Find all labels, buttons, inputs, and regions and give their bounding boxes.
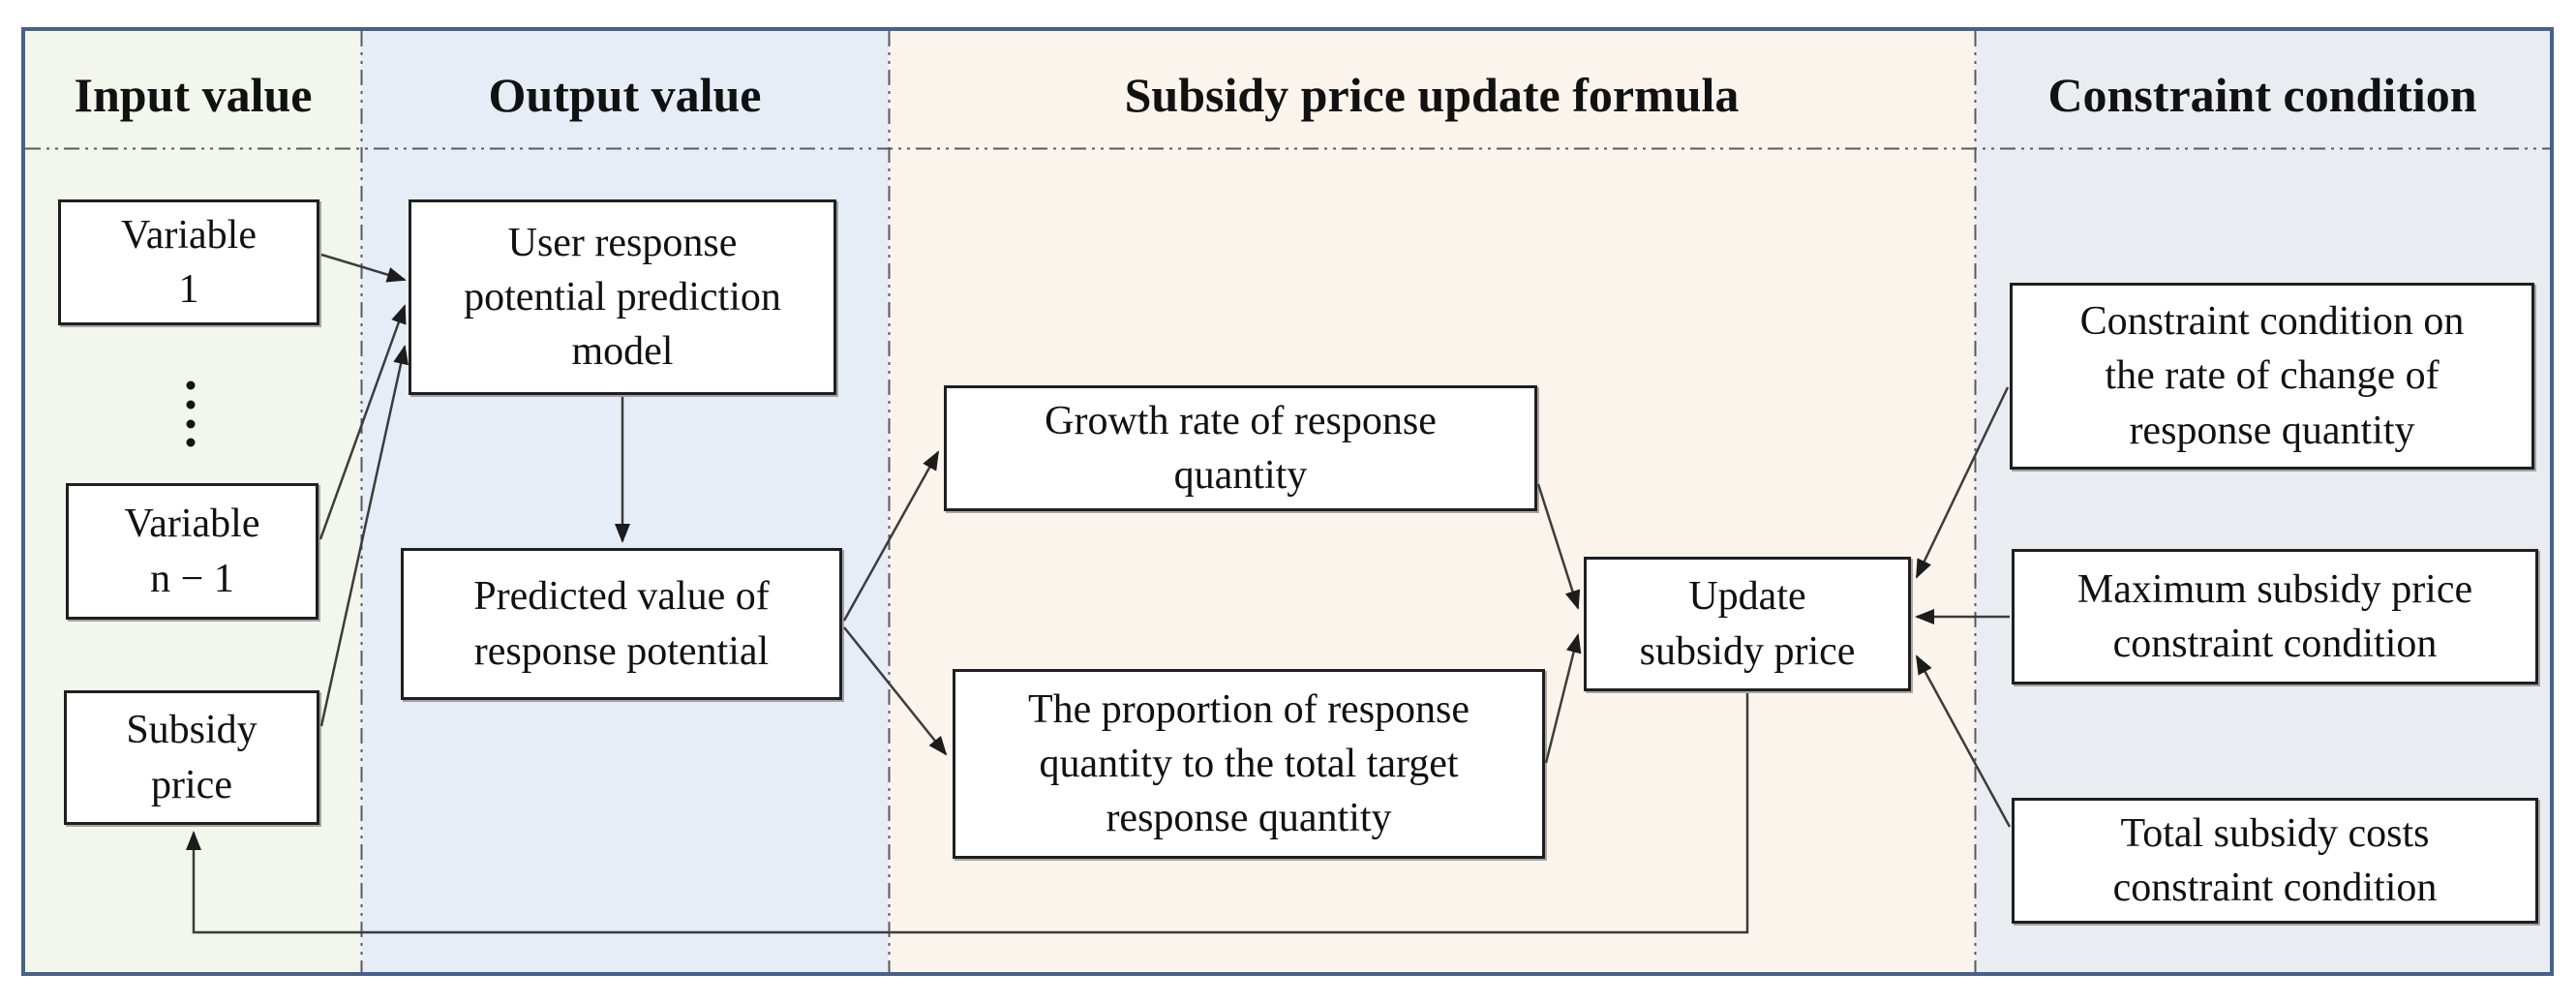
node-variable-n-minus-1: Variable n − 1: [66, 483, 318, 620]
node-user-response-prediction-model: User response potential prediction model: [409, 199, 836, 395]
node-total-subsidy-costs-constraint: Total subsidy costs constraint condition: [2012, 798, 2538, 924]
node-subsidy-price: Subsidy price: [64, 690, 319, 825]
node-predicted-response-potential: Predicted value of response potential: [401, 548, 842, 700]
node-rate-of-change-constraint: Constraint condition on the rate of chan…: [2010, 283, 2534, 470]
node-variable-1: Variable 1: [58, 199, 319, 325]
node-max-subsidy-price-constraint: Maximum subsidy price constraint conditi…: [2012, 549, 2538, 685]
node-response-quantity-proportion: The proportion of response quantity to t…: [953, 669, 1545, 859]
node-growth-rate-response-quantity: Growth rate of response quantity: [944, 385, 1537, 511]
node-update-subsidy-price: Update subsidy price: [1584, 557, 1911, 691]
column-band-output-value: [361, 31, 889, 972]
column-title-input-value: Input value: [74, 68, 313, 122]
column-title-constraint-condition: Constraint condition: [2047, 68, 2477, 122]
column-title-output-value: Output value: [488, 68, 762, 122]
column-title-subsidy-formula: Subsidy price update formula: [1124, 68, 1740, 122]
